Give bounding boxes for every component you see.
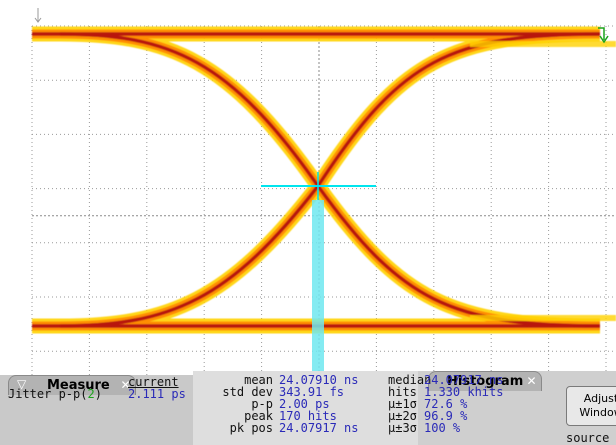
stat-label: median — [388, 373, 432, 387]
stat-label: hits — [388, 385, 417, 399]
histogram-stats-right: Histogram ✕ median 24.07917 ns hits 1.330 k… — [388, 371, 616, 445]
stat-value: 100 % — [424, 421, 461, 435]
measurement-name-text: Jitter p-p( — [8, 387, 88, 401]
stat-value: 72.6 % — [424, 397, 468, 411]
jitter-current-value: 2.111 ps — [128, 387, 186, 401]
stat-label: peak — [244, 409, 273, 423]
stat-label: mean — [244, 373, 273, 387]
histogram-tab-label: Histogram — [447, 374, 524, 389]
measure-tab-label: Measure — [47, 378, 110, 393]
stat-value: 96.9 % — [424, 409, 468, 423]
measure-tab[interactable]: ▽ Measure ✕ — [8, 375, 136, 395]
stat-value: 1.330 khits — [424, 385, 504, 399]
stat-value: 343.91 fs — [279, 385, 345, 399]
histogram-bars — [312, 200, 324, 375]
stat-label: μ±1σ — [388, 397, 417, 411]
stat-label: μ±2σ — [388, 409, 417, 423]
current-column-header: current — [128, 375, 179, 389]
measurement-name-end: ) — [94, 387, 102, 401]
stat-value: 24.07917 ns — [424, 373, 504, 387]
histogram-stats-left: mean 24.07910 ns std dev 343.91 fs p-p 2.00 p… — [193, 371, 418, 445]
measurement-name[interactable]: Jitter p-p(2) — [8, 388, 102, 400]
stat-value: 170 hits — [279, 409, 337, 423]
close-icon[interactable]: ✕ — [526, 374, 537, 388]
channel-number: 2 — [87, 387, 95, 401]
close-icon[interactable]: ✕ — [120, 378, 131, 392]
stat-label: std dev — [222, 385, 273, 399]
adjust-window-button[interactable]: Adjust Window — [566, 386, 616, 426]
stat-label: μ±3σ — [388, 421, 417, 435]
source-label: source — [566, 431, 610, 445]
stat-label: pk pos — [229, 421, 273, 435]
stat-value: 24.07917 ns — [279, 421, 359, 435]
eye-diagram-display — [31, 8, 616, 375]
stat-label: p-p — [251, 397, 273, 411]
trigger-marker[interactable] — [34, 8, 42, 23]
histogram-window[interactable] — [261, 172, 376, 200]
channel-level-marker[interactable] — [598, 27, 609, 44]
collapse-icon[interactable]: ▽ — [17, 377, 27, 391]
stat-value: 2.00 ps — [279, 397, 330, 411]
histogram-tab[interactable]: Histogram ✕ — [428, 371, 542, 391]
stat-value: 24.07910 ns — [279, 373, 359, 387]
